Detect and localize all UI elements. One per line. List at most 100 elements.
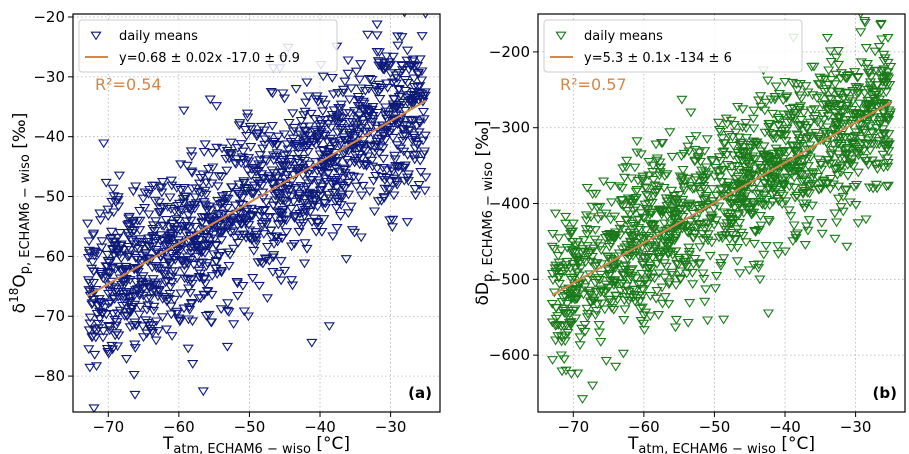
data-point: [371, 31, 383, 41]
data-point: [734, 269, 746, 279]
data-point: [851, 180, 863, 190]
data-point: [269, 196, 282, 206]
data-point: [726, 162, 738, 172]
data-point: [124, 323, 136, 333]
data-point: [380, 107, 392, 117]
data-point: [317, 107, 329, 117]
data-point: [616, 245, 629, 255]
data-point: [714, 173, 726, 183]
data-point: [595, 286, 608, 296]
data-point: [792, 131, 804, 141]
data-point: [207, 148, 219, 158]
data-point: [605, 198, 618, 208]
data-point: [181, 161, 193, 171]
data-point: [135, 277, 147, 287]
data-point: [699, 297, 711, 307]
data-point: [392, 32, 404, 42]
data-point: [602, 233, 615, 243]
data-point: [331, 195, 343, 205]
data-point: [402, 14, 407, 18]
data-point: [133, 245, 145, 254]
data-point: [125, 303, 138, 312]
x-tick-label: −70: [557, 418, 589, 436]
data-point: [314, 186, 326, 196]
data-point: [261, 157, 273, 167]
data-point: [653, 254, 665, 264]
data-point: [166, 249, 178, 259]
data-point: [839, 186, 851, 196]
data-point: [730, 175, 742, 184]
data-point: [288, 240, 301, 249]
data-point: [879, 129, 891, 139]
data-point: [342, 69, 354, 79]
data-point: [200, 190, 212, 200]
data-point: [393, 85, 405, 94]
data-point: [565, 228, 577, 237]
data-point: [850, 128, 862, 138]
data-point: [388, 191, 400, 201]
data-point: [251, 230, 263, 240]
data-point: [709, 284, 721, 294]
data-point: [649, 181, 661, 191]
data-point: [381, 166, 393, 176]
data-point: [564, 264, 576, 274]
data-point: [306, 338, 318, 348]
data-point: [200, 178, 212, 188]
data-point: [756, 194, 769, 204]
data-point: [284, 155, 297, 164]
data-point: [840, 89, 853, 99]
data-point: [198, 198, 210, 207]
data-point: [228, 227, 240, 237]
data-point: [242, 312, 255, 322]
data-point: [882, 115, 895, 125]
fit-line: [86, 99, 427, 297]
data-point: [791, 191, 803, 201]
data-point: [205, 206, 217, 216]
data-point: [813, 185, 826, 195]
data-point: [226, 183, 238, 193]
data-point: [200, 311, 212, 321]
data-point: [204, 202, 216, 212]
data-point: [100, 178, 112, 188]
data-point: [299, 199, 311, 208]
data-point: [330, 176, 343, 186]
x-tick-label: −40: [304, 418, 336, 436]
data-point: [344, 171, 356, 181]
data-point: [597, 177, 610, 187]
data-point: [97, 327, 109, 336]
data-point: [267, 201, 279, 211]
data-point: [215, 228, 227, 238]
data-point: [614, 287, 627, 296]
data-point: [815, 92, 827, 102]
data-point: [271, 172, 283, 182]
data-point: [358, 161, 370, 171]
data-point: [260, 255, 272, 265]
data-point: [407, 151, 420, 161]
data-point: [272, 220, 285, 230]
data-point: [227, 244, 240, 254]
data-point: [114, 229, 126, 238]
data-point: [211, 270, 223, 279]
data-point: [396, 66, 409, 76]
data-point: [271, 232, 283, 242]
data-point: [762, 183, 775, 193]
data-point: [808, 62, 820, 72]
data-point: [199, 242, 211, 251]
data-point: [300, 136, 312, 145]
data-point: [590, 306, 603, 316]
data-point: [380, 52, 393, 62]
data-point: [812, 80, 825, 89]
data-point: [174, 317, 186, 327]
data-point: [126, 229, 138, 239]
data-point: [325, 115, 337, 124]
data-point: [419, 186, 431, 196]
data-point: [266, 121, 278, 131]
data-point: [304, 207, 316, 217]
data-point: [845, 158, 857, 168]
data-point: [842, 171, 854, 181]
data-point: [718, 222, 730, 232]
data-point: [212, 211, 224, 221]
data-point: [681, 269, 693, 279]
data-point: [409, 95, 421, 105]
data-point: [356, 116, 369, 125]
